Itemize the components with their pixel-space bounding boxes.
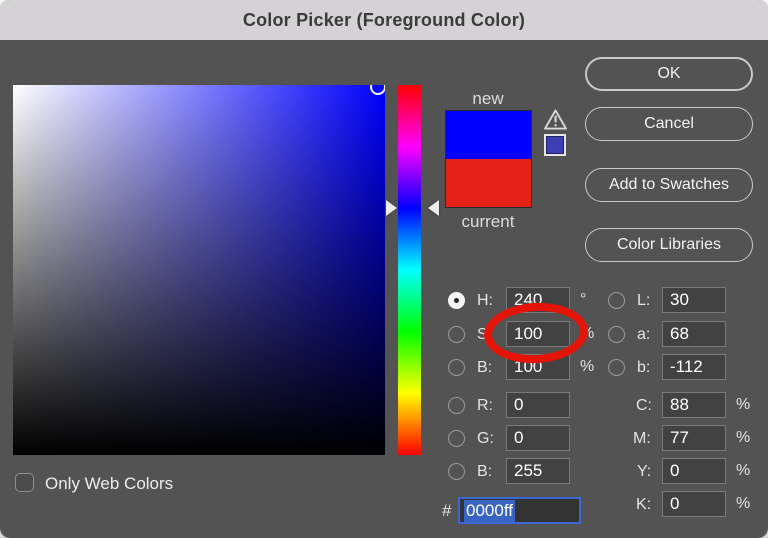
- only-web-colors-checkbox[interactable]: [15, 473, 34, 492]
- black-unit: %: [736, 495, 751, 512]
- radio-lab-a[interactable]: [608, 326, 625, 343]
- only-web-colors-label: Only Web Colors: [45, 474, 174, 493]
- current-color-swatch[interactable]: [446, 159, 531, 207]
- lab-b-input[interactable]: -112: [662, 354, 726, 380]
- hue-label: H:: [477, 292, 493, 309]
- black-label: K:: [636, 496, 652, 513]
- lab-a-input[interactable]: 68: [662, 321, 726, 347]
- radio-green[interactable]: [448, 430, 465, 447]
- title-bar: Color Picker (Foreground Color): [0, 0, 768, 40]
- new-color-swatch: [446, 111, 531, 159]
- cyan-unit: %: [736, 396, 751, 413]
- radio-blue[interactable]: [448, 463, 465, 480]
- color-preview-swatches: [445, 110, 532, 208]
- gamut-warning-icon[interactable]: [544, 109, 567, 130]
- cyan-label: C:: [636, 397, 652, 414]
- radio-saturation[interactable]: [448, 326, 465, 343]
- yellow-input[interactable]: 0: [662, 458, 726, 484]
- green-input[interactable]: 0: [506, 425, 570, 451]
- color-libraries-button[interactable]: Color Libraries: [585, 228, 753, 262]
- hex-selected-text: 0000ff: [464, 499, 515, 522]
- new-color-label: new: [472, 89, 504, 108]
- brightness-unit: %: [580, 358, 595, 375]
- add-to-swatches-button[interactable]: Add to Swatches: [585, 168, 753, 202]
- hue-handle-right-icon[interactable]: [428, 200, 439, 216]
- brightness-input[interactable]: 100: [506, 354, 570, 380]
- hue-slider[interactable]: [398, 85, 421, 455]
- red-input[interactable]: 0: [506, 392, 570, 418]
- lab-l-label: L:: [637, 292, 651, 309]
- magenta-input[interactable]: 77: [662, 425, 726, 451]
- saturation-unit: %: [580, 325, 595, 342]
- current-color-label: current: [461, 212, 515, 231]
- saturation-brightness-field[interactable]: [13, 85, 385, 455]
- cancel-button[interactable]: Cancel: [585, 107, 753, 141]
- color-selection-ring[interactable]: [370, 85, 385, 95]
- green-label: G:: [477, 430, 494, 447]
- lab-a-label: a:: [637, 326, 651, 343]
- radio-brightness[interactable]: [448, 359, 465, 376]
- blue-input[interactable]: 255: [506, 458, 570, 484]
- cyan-input[interactable]: 88: [662, 392, 726, 418]
- magenta-unit: %: [736, 429, 751, 446]
- web-safe-color-icon[interactable]: [544, 134, 566, 156]
- dialog-title: Color Picker (Foreground Color): [242, 9, 526, 30]
- radio-red[interactable]: [448, 397, 465, 414]
- hue-handle-left-icon[interactable]: [386, 200, 397, 216]
- black-input[interactable]: 0: [662, 491, 726, 517]
- hex-input[interactable]: 0000ff: [458, 497, 581, 524]
- radio-lab-b[interactable]: [608, 359, 625, 376]
- radio-hue[interactable]: [448, 292, 465, 309]
- brightness-label: B:: [477, 359, 493, 376]
- hex-prefix-label: #: [442, 501, 452, 520]
- radio-lab-l[interactable]: [608, 292, 625, 309]
- lab-b-label: b:: [637, 359, 651, 376]
- magenta-label: M:: [633, 430, 651, 447]
- ok-button[interactable]: OK: [585, 57, 753, 91]
- yellow-label: Y:: [637, 463, 652, 480]
- blue-label: B:: [477, 463, 493, 480]
- hue-unit: °: [580, 291, 587, 308]
- saturation-input[interactable]: 100: [506, 321, 570, 347]
- saturation-label: S:: [477, 326, 493, 343]
- lab-l-input[interactable]: 30: [662, 287, 726, 313]
- hue-input[interactable]: 240: [506, 287, 570, 313]
- red-label: R:: [477, 397, 493, 414]
- yellow-unit: %: [736, 462, 751, 479]
